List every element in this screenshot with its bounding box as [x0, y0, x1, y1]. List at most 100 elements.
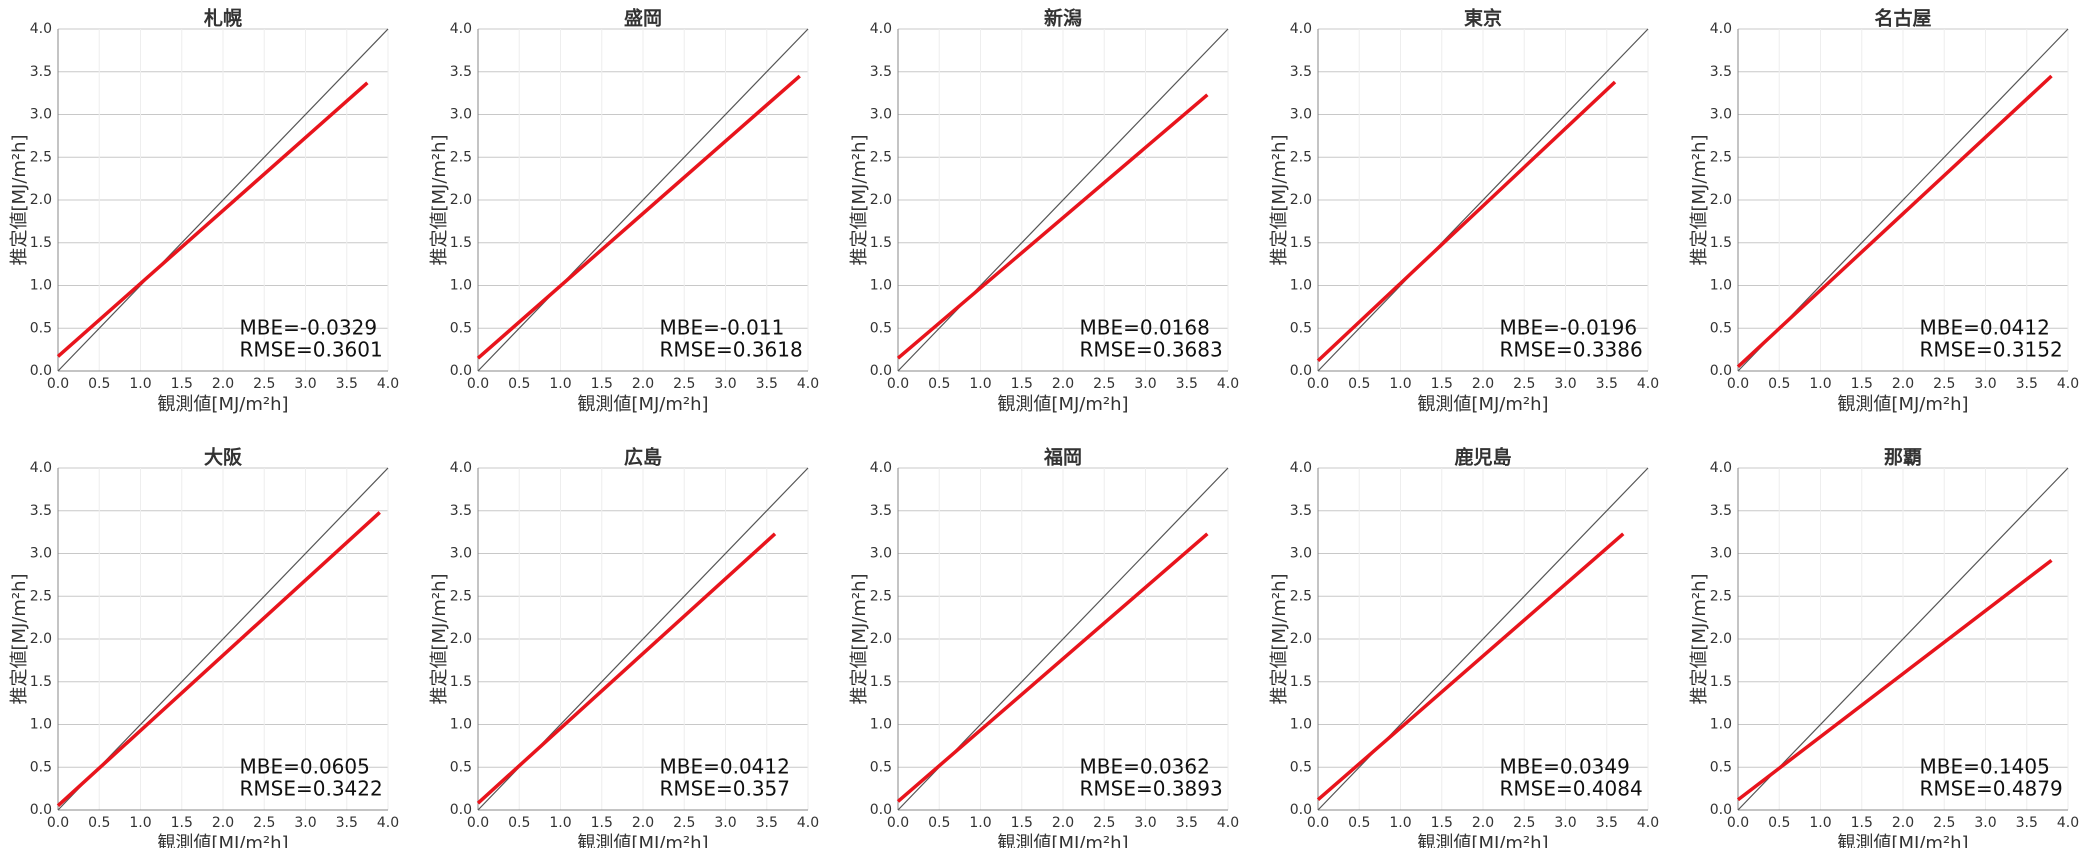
y-tick-label: 4.0: [450, 21, 472, 37]
x-axis-label: 観測値[MJ/m²h]: [997, 833, 1128, 848]
x-tick-label: 3.0: [1974, 376, 1996, 392]
x-tick-label: 2.0: [632, 815, 654, 831]
x-tick-label: 3.5: [2016, 815, 2038, 831]
y-tick-label: 0.0: [450, 802, 472, 818]
y-tick-label: 4.0: [870, 460, 892, 476]
annotation: RMSE=0.3152: [1920, 338, 2063, 362]
y-tick-label: 4.0: [1290, 460, 1312, 476]
x-tick-label: 3.0: [714, 815, 736, 831]
x-tick-label: 0.5: [928, 376, 950, 392]
annotation: MBE=-0.011: [660, 316, 785, 340]
panel-title: 広島: [624, 446, 662, 469]
x-axis-label: 観測値[MJ/m²h]: [1837, 833, 1968, 848]
x-tick-label: 2.0: [1052, 815, 1074, 831]
y-tick-label: 1.0: [870, 278, 892, 294]
x-tick-label: 1.5: [171, 376, 193, 392]
y-tick-label: 3.0: [450, 107, 472, 123]
x-tick-label: 1.5: [1431, 815, 1453, 831]
y-tick-label: 2.5: [1710, 149, 1732, 165]
x-tick-label: 0.5: [1768, 815, 1790, 831]
x-tick-label: 4.0: [377, 376, 399, 392]
y-tick-label: 2.5: [30, 588, 52, 604]
y-tick-label: 2.0: [1290, 631, 1312, 647]
y-tick-label: 3.0: [1710, 107, 1732, 123]
x-tick-label: 3.5: [756, 376, 778, 392]
x-tick-label: 0.0: [1727, 815, 1749, 831]
annotation: MBE=0.0349: [1500, 755, 1630, 779]
x-tick-label: 0.5: [1348, 376, 1370, 392]
y-tick-label: 1.0: [450, 717, 472, 733]
x-tick-label: 2.0: [212, 376, 234, 392]
y-tick-label: 2.0: [1290, 192, 1312, 208]
x-tick-label: 4.0: [2057, 376, 2079, 392]
x-tick-label: 0.5: [1348, 815, 1370, 831]
y-axis-label: 推定値[MJ/m²h]: [9, 134, 30, 265]
y-tick-label: 3.5: [450, 64, 472, 80]
y-tick-label: 2.0: [30, 631, 52, 647]
x-tick-label: 4.0: [1637, 815, 1659, 831]
fit-line: [1316, 532, 1625, 802]
x-tick-label: 0.5: [928, 815, 950, 831]
x-tick-label: 3.0: [294, 376, 316, 392]
x-tick-label: 0.5: [508, 376, 530, 392]
x-tick-label: 2.5: [673, 376, 695, 392]
x-axis-label: 観測値[MJ/m²h]: [157, 833, 288, 848]
y-tick-label: 0.0: [1290, 802, 1312, 818]
annotation: MBE=0.0168: [1080, 316, 1210, 340]
identity-line: [1317, 28, 1649, 372]
annotation: MBE=0.1405: [1920, 755, 2050, 779]
x-tick-label: 1.0: [969, 815, 991, 831]
x-tick-label: 0.0: [1307, 815, 1329, 831]
identity-line: [57, 28, 389, 372]
y-tick-label: 2.5: [450, 149, 472, 165]
x-tick-label: 2.0: [1892, 815, 1914, 831]
y-axis-label: 推定値[MJ/m²h]: [849, 573, 870, 704]
y-tick-label: 1.5: [870, 674, 892, 690]
x-tick-label: 0.0: [47, 376, 69, 392]
y-tick-label: 4.0: [1710, 460, 1732, 476]
y-axis-label: 推定値[MJ/m²h]: [1269, 134, 1290, 265]
x-tick-label: 1.5: [591, 815, 613, 831]
x-tick-label: 0.5: [508, 815, 530, 831]
panel: 0.0 0.5 1.0 1.5 2.0 2.5 3.0 3.5 4.0 0.0 0.5 1.0 1.5 2…: [1689, 7, 2079, 416]
y-tick-label: 3.5: [450, 503, 472, 519]
panel: 0.0 0.5 1.0 1.5 2.0 2.5 3.0 3.5 4.0 0.0 0.5 1.0 1.5 2…: [1269, 7, 1659, 416]
x-tick-label: 1.0: [129, 376, 151, 392]
y-tick-label: 0.0: [1710, 363, 1732, 379]
y-tick-label: 1.0: [1290, 717, 1312, 733]
x-tick-label: 4.0: [1637, 376, 1659, 392]
y-axis-label: 推定値[MJ/m²h]: [1689, 573, 1710, 704]
y-tick-label: 0.5: [870, 759, 892, 775]
x-tick-label: 1.5: [1851, 815, 1873, 831]
panel-title: 盛岡: [624, 7, 662, 30]
y-axis-label: 推定値[MJ/m²h]: [429, 134, 450, 265]
annotation: RMSE=0.357: [660, 777, 791, 801]
x-tick-label: 0.0: [887, 376, 909, 392]
y-tick-label: 1.5: [30, 674, 52, 690]
x-tick-label: 0.5: [88, 815, 110, 831]
y-tick-label: 2.5: [870, 588, 892, 604]
x-tick-label: 1.0: [129, 815, 151, 831]
y-tick-label: 0.5: [1290, 759, 1312, 775]
panel: 0.0 0.5 1.0 1.5 2.0 2.5 3.0 3.5 4.0 0.0 0.5 1.0 1.5 2…: [1269, 446, 1659, 848]
panel: 0.0 0.5 1.0 1.5 2.0 2.5 3.0 3.5 4.0 0.0 0.5 1.0 1.5 2…: [9, 7, 399, 416]
y-tick-label: 1.5: [450, 674, 472, 690]
y-tick-label: 0.5: [450, 759, 472, 775]
x-tick-label: 0.0: [1307, 376, 1329, 392]
panel: 0.0 0.5 1.0 1.5 2.0 2.5 3.0 3.5 4.0 0.0 0.5 1.0 1.5 2…: [1689, 447, 2079, 848]
panel: 0.0 0.5 1.0 1.5 2.0 2.5 3.0 3.5 4.0 0.0 0.5 1.0 1.5 2…: [429, 7, 819, 416]
y-axis-label: 推定値[MJ/m²h]: [9, 573, 30, 704]
y-tick-label: 0.5: [1290, 320, 1312, 336]
x-tick-label: 1.0: [969, 376, 991, 392]
y-tick-label: 0.0: [30, 802, 52, 818]
panel: 0.0 0.5 1.0 1.5 2.0 2.5 3.0 3.5 4.0 0.0 0.5 1.0 1.5 2…: [429, 446, 819, 848]
y-axis-label: 推定値[MJ/m²h]: [429, 573, 450, 704]
x-tick-label: 3.0: [1134, 815, 1156, 831]
x-axis-label: 観測値[MJ/m²h]: [1417, 833, 1548, 848]
x-axis-label: 観測値[MJ/m²h]: [1837, 394, 1968, 415]
panel-title: 那覇: [1884, 447, 1922, 469]
x-tick-label: 0.0: [47, 815, 69, 831]
x-axis-label: 観測値[MJ/m²h]: [997, 394, 1128, 415]
x-tick-label: 3.5: [2016, 376, 2038, 392]
